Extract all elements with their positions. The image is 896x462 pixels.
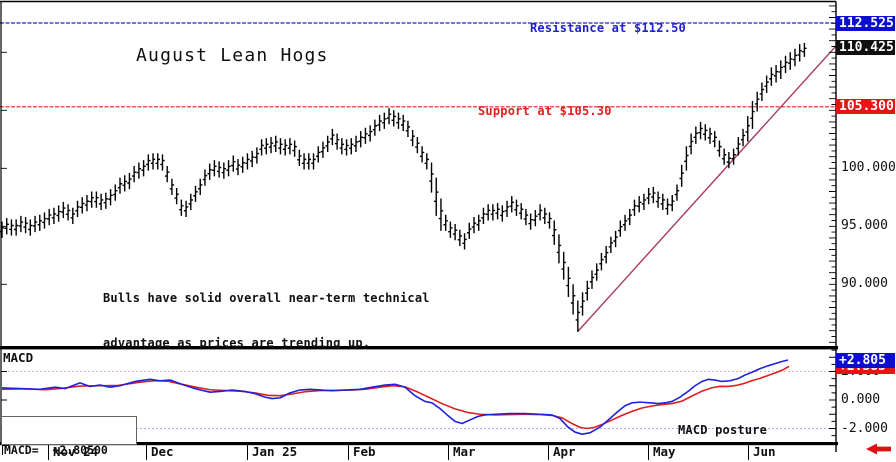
macd-line-blue <box>1 359 789 436</box>
month-label: Apr <box>548 445 576 460</box>
macd-posture-annotation: MACD posture is bullish <box>678 393 767 462</box>
macd-legend-line1: MACD= +2.80500 <box>4 443 108 457</box>
trend-line <box>577 45 837 332</box>
month-label: Nov 24 <box>48 445 98 460</box>
plot-bottom-border <box>0 442 838 446</box>
month-label: Dec <box>146 445 174 460</box>
trend-annotation-line1: Bulls have solid overall near-term techn… <box>103 291 430 305</box>
trend-annotation-line2: advantage as prices are trending up. <box>103 336 371 350</box>
month-label: Mar <box>448 445 476 460</box>
price-axis-label: 100.000 <box>841 160 896 176</box>
time-cursor-arrow-icon <box>866 443 891 455</box>
macd-panel-label: MACD <box>3 350 34 365</box>
support-annotation: Support at $105.30 <box>478 104 612 118</box>
macd-posture-line1: MACD posture <box>678 423 768 437</box>
month-label: May <box>648 445 676 460</box>
price-tag: 110.425 <box>836 39 895 55</box>
price-axis-label: 95.000 <box>841 218 888 234</box>
axis-start-tick <box>2 445 9 455</box>
macd-axis-label: 0.000 <box>841 392 881 407</box>
price-tag: 105.300 <box>836 99 895 115</box>
month-label: Jun <box>748 445 776 460</box>
month-label: Jan 25 <box>247 445 297 460</box>
axis-ticks <box>1 5 836 444</box>
panel-divider <box>0 346 838 350</box>
macd-axis-label: -2.000 <box>841 420 888 436</box>
macd-tag: +2.805 <box>836 352 895 368</box>
price-axis-label: 90.000 <box>841 276 888 292</box>
macd-legend-box: MACD= +2.80500 MACDA= +2.38461 <box>1 416 137 457</box>
price-tag: 112.525 <box>836 15 895 31</box>
price-bars <box>0 43 807 332</box>
chart-title: August Lean Hogs <box>136 45 329 66</box>
resistance-annotation: Resistance at $112.50 <box>530 21 686 35</box>
macda-line-red <box>1 365 790 430</box>
trend-annotation: Bulls have solid overall near-term techn… <box>103 261 430 381</box>
month-label: Feb <box>348 445 376 460</box>
